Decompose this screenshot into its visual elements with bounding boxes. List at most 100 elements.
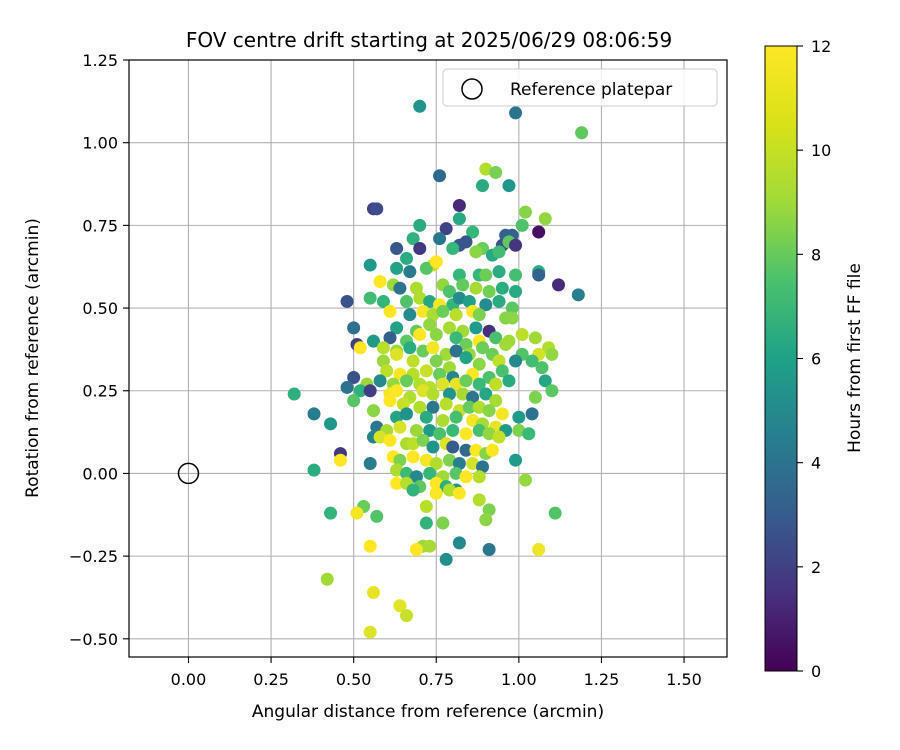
data-point — [509, 453, 523, 467]
legend-marker-icon — [461, 78, 483, 100]
data-point — [416, 304, 430, 318]
legend-label: Reference platepar — [510, 80, 672, 100]
data-point — [469, 245, 483, 259]
data-point — [390, 463, 404, 477]
data-point — [548, 506, 562, 520]
data-point — [459, 374, 473, 388]
data-point — [287, 387, 301, 401]
colorbar: 0 2 4 6 8 10 12 Hours from first FF file — [764, 37, 865, 681]
data-point — [363, 258, 377, 272]
data-point — [370, 420, 384, 434]
data-point — [449, 410, 463, 424]
colorbar-ticks: 0 2 4 6 8 10 12 — [797, 37, 831, 681]
data-point — [472, 400, 486, 414]
data-point — [363, 457, 377, 471]
data-point — [459, 470, 473, 484]
data-point — [552, 278, 566, 292]
y-tick-label: 1.25 — [82, 51, 118, 70]
data-point — [400, 374, 414, 388]
data-point — [512, 423, 526, 437]
axes-frame — [128, 59, 728, 658]
data-point — [489, 394, 503, 408]
data-point — [452, 212, 466, 226]
data-point — [419, 410, 433, 424]
data-point — [479, 268, 493, 282]
data-point — [423, 423, 437, 437]
data-point — [449, 331, 463, 345]
data-point — [479, 162, 493, 176]
data-point — [528, 331, 542, 345]
data-point — [499, 337, 513, 351]
data-point — [449, 466, 463, 480]
data-point — [433, 232, 447, 246]
data-point — [353, 341, 367, 355]
data-point — [363, 384, 377, 398]
x-axis-label: Angular distance from reference (arcmin) — [252, 702, 604, 722]
data-point — [376, 354, 390, 368]
data-point — [433, 427, 447, 441]
data-point — [466, 225, 480, 239]
data-point — [439, 347, 453, 361]
data-point — [495, 364, 509, 378]
data-point — [429, 486, 443, 500]
data-point — [429, 476, 443, 490]
data-point — [307, 407, 321, 421]
data-point — [390, 347, 404, 361]
data-point — [518, 473, 532, 487]
colorbar-tick-label: 6 — [811, 350, 821, 369]
data-point — [400, 251, 414, 265]
data-point — [509, 354, 523, 368]
data-point — [482, 543, 496, 557]
data-point — [320, 572, 334, 586]
data-point — [429, 328, 443, 342]
data-point — [366, 586, 380, 600]
data-point — [472, 357, 486, 371]
data-point — [403, 265, 417, 279]
data-point — [452, 199, 466, 213]
data-point — [423, 466, 437, 480]
data-point — [376, 294, 390, 308]
data-point — [390, 410, 404, 424]
data-point — [469, 321, 483, 335]
data-point — [522, 427, 536, 441]
data-point — [340, 380, 354, 394]
data-point — [426, 400, 440, 414]
legend: Reference platepar — [442, 68, 718, 107]
chart-title: FOV centre drift starting at 2025/06/29 … — [186, 28, 672, 52]
data-point — [525, 354, 539, 368]
x-tick-label: 0.75 — [418, 670, 454, 689]
data-point — [452, 291, 466, 305]
data-point — [495, 281, 509, 295]
data-point — [538, 212, 552, 226]
data-point — [350, 506, 364, 520]
data-point — [390, 476, 404, 490]
data-point — [439, 222, 453, 236]
y-tick-label: 0.25 — [82, 382, 118, 401]
data-point — [532, 268, 546, 282]
x-axis-ticks: 0.00 0.25 0.50 0.75 1.00 1.25 1.50 — [171, 657, 702, 689]
data-point — [528, 390, 542, 404]
scatter-points — [287, 99, 589, 639]
data-point — [459, 427, 473, 441]
data-point — [442, 387, 456, 401]
data-point — [518, 205, 532, 219]
data-point — [502, 179, 516, 193]
data-point — [472, 423, 486, 437]
data-point — [340, 294, 354, 308]
data-point — [456, 387, 470, 401]
data-point — [406, 483, 420, 497]
data-point — [456, 278, 470, 292]
data-point — [476, 179, 490, 193]
data-point — [363, 539, 377, 553]
data-point — [324, 506, 338, 520]
data-point — [376, 341, 390, 355]
data-point — [459, 337, 473, 351]
data-point — [509, 238, 523, 252]
data-point — [390, 261, 404, 275]
data-point — [383, 394, 397, 408]
data-point — [413, 400, 427, 414]
data-point — [452, 268, 466, 282]
x-tick-label: 0.50 — [336, 670, 372, 689]
data-point — [462, 400, 476, 414]
data-point — [512, 410, 526, 424]
